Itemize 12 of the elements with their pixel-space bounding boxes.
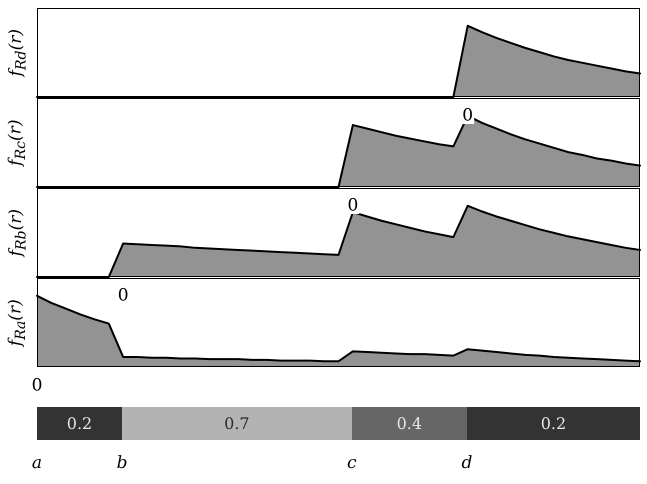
text: b (116, 453, 128, 473)
data-label: 0.4 (352, 407, 467, 440)
data-label: 0.2 (37, 407, 122, 440)
data-label: 0.2 (466, 407, 640, 440)
annotation: 0 (347, 196, 358, 216)
annotation: 0 (118, 286, 129, 306)
data-label: 0.7 (122, 407, 352, 440)
text: 0 (32, 376, 42, 396)
text: c (347, 453, 357, 473)
text: a (32, 453, 42, 473)
text: d (461, 453, 472, 473)
annotation: 0 (462, 106, 474, 126)
